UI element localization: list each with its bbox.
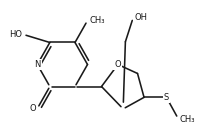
Text: O: O [115,60,121,69]
Text: N: N [34,60,41,69]
Text: CH₃: CH₃ [180,115,195,124]
Text: O: O [30,104,36,113]
Text: OH: OH [134,13,147,22]
Text: CH₃: CH₃ [89,16,104,25]
Text: HO: HO [9,30,22,39]
Text: S: S [164,93,169,102]
